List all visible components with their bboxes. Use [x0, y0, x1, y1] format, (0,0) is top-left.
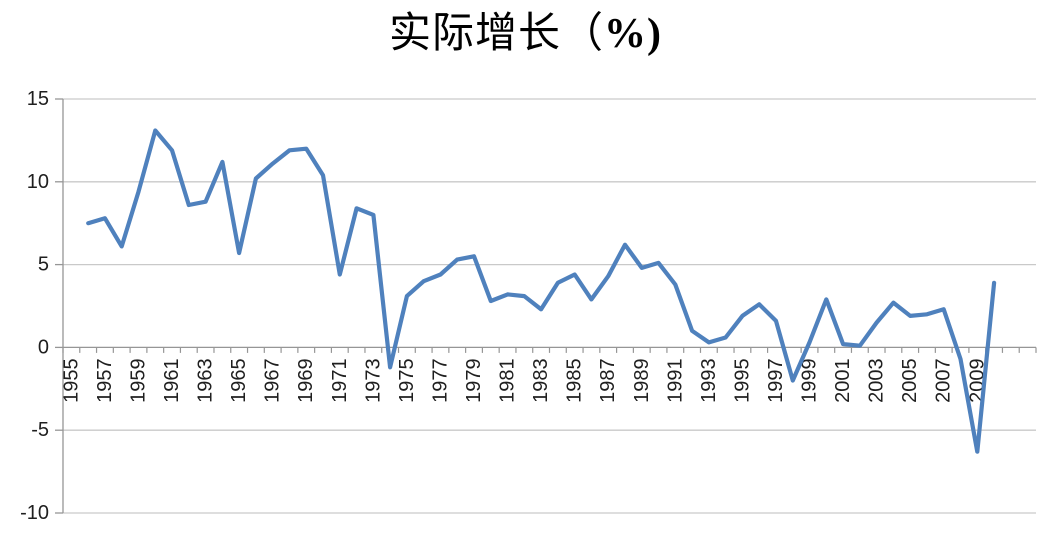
x-axis-tick-label: 1981: [497, 358, 519, 403]
chart-title-main: 实际增长（: [388, 11, 604, 57]
y-axis-tick-label: 5: [38, 254, 49, 276]
x-axis-tick-label: 1973: [362, 358, 384, 403]
x-axis-tick-label: 1971: [329, 358, 351, 403]
chart-title: 实际增长（%): [0, 8, 1051, 60]
y-axis-tick-label: 0: [38, 336, 49, 358]
x-axis-tick-label: 1963: [195, 358, 217, 403]
x-axis-tick-label: 1979: [463, 358, 485, 403]
x-axis-tick-label: 1957: [94, 358, 116, 403]
x-axis-tick-label: 1975: [396, 358, 418, 403]
x-axis-tick-label: 1985: [564, 358, 586, 403]
x-axis-tick-label: 1961: [161, 358, 183, 403]
x-axis-tick-label: 1997: [765, 358, 787, 403]
x-axis-tick-label: 1969: [295, 358, 317, 403]
x-axis-tick-label: 1989: [631, 358, 653, 403]
x-axis-tick-label: 1967: [262, 358, 284, 403]
x-axis-tick-label: 1993: [698, 358, 720, 403]
x-axis-tick-label: 2005: [899, 358, 921, 403]
x-axis-tick-label: 1955: [60, 358, 82, 403]
x-axis-tick-label: 1987: [597, 358, 619, 403]
y-axis-tick-label: 10: [27, 171, 49, 193]
y-axis-tick-label: 15: [27, 88, 49, 110]
x-axis-tick-label: 1959: [127, 358, 149, 403]
x-axis-tick-label: 2001: [832, 358, 854, 403]
x-axis-tick-label: 2007: [933, 358, 955, 403]
x-axis-tick-label: 1977: [429, 358, 451, 403]
data-line-series: [86, 128, 997, 454]
x-axis-tick-label: 1965: [228, 358, 250, 403]
x-axis-tick-label: 1983: [530, 358, 552, 403]
y-axis-tick-label: -5: [31, 419, 49, 441]
chart-title-suffix: %): [604, 11, 662, 57]
x-axis-tick-label: 2003: [866, 358, 888, 403]
x-axis-tick-label: 1999: [799, 358, 821, 403]
x-axis-tick-label: 1995: [731, 358, 753, 403]
y-axis-tick-label: -10: [20, 502, 49, 524]
x-axis-tick-label: 1991: [664, 358, 686, 403]
